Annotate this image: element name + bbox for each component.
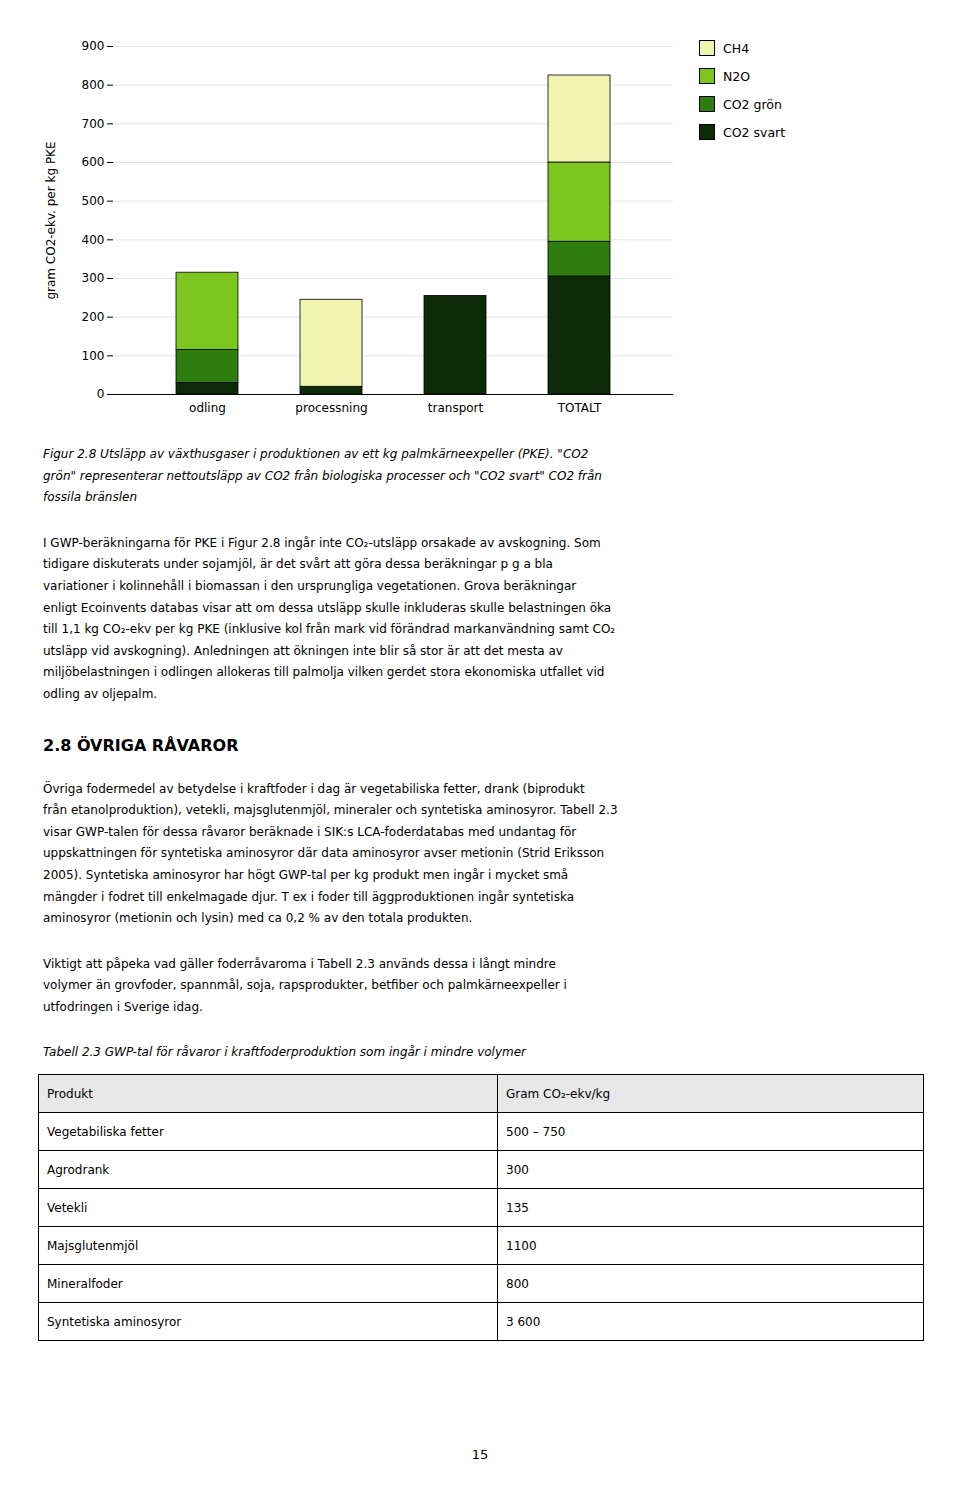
svg-text:200: 200 — [82, 310, 105, 324]
svg-text:0: 0 — [97, 387, 105, 401]
html-text:135: 135 — [506, 1200, 529, 1215]
svg-text:300: 300 — [82, 271, 105, 285]
html-text:Figur 2.8 Utsläpp av växthusga: Figur 2.8 Utsläpp av växthusgaser i prod… — [43, 447, 589, 461]
svg-text:400: 400 — [82, 233, 105, 247]
html-text:Majsglutenmjöl: Majsglutenmjöl — [47, 1238, 139, 1253]
svg-text:100: 100 — [82, 349, 105, 363]
html-text:från etanolproduktion), vetekl: från etanolproduktion), vetekli, majsglu… — [43, 803, 618, 818]
svg-text:processning: processning — [295, 401, 367, 415]
html-text:uppskattningen för syntetiska: uppskattningen för syntetiska aminosyror… — [43, 846, 605, 861]
html-text:2005). Syntetiska aminosyror h: 2005). Syntetiska aminosyror har högt GW… — [43, 867, 569, 882]
html-text:800: 800 — [506, 1276, 529, 1291]
html-text:300: 300 — [506, 1162, 529, 1177]
html-text:miljöbelastningen i odlingen a: miljöbelastningen i odlingen allokeras t… — [43, 665, 605, 680]
html-text:visar GWP-talen för dessa råva: visar GWP-talen för dessa råvaror beräkn… — [43, 824, 577, 839]
html-text:500 – 750: 500 – 750 — [506, 1124, 566, 1139]
html-text:Vetekli: Vetekli — [47, 1200, 88, 1215]
svg-text:TOTALT: TOTALT — [557, 401, 602, 415]
html-text:utfodringen i Sverige idag.: utfodringen i Sverige idag. — [43, 999, 203, 1014]
html-text:15: 15 — [471, 1447, 489, 1462]
html-text:2.8 ÖVRIGA RÅVAROR: 2.8 ÖVRIGA RÅVAROR — [43, 735, 239, 755]
html-text:aminosyror (metionin och lysin: aminosyror (metionin och lysin) med ca 0… — [43, 911, 473, 926]
html-text:N2O: N2O — [723, 68, 751, 84]
html-text:mängder i fodret till enkelmag: mängder i fodret till enkelmagade djur. … — [43, 889, 574, 904]
html-text:enligt Ecoinvents databas visa: enligt Ecoinvents databas visar att om d… — [43, 600, 612, 615]
html-text:3 600: 3 600 — [506, 1314, 541, 1329]
html-text:variationer i kolinnehåll i bi: variationer i kolinnehåll i biomassan i … — [43, 579, 577, 593]
svg-text:500: 500 — [82, 194, 105, 208]
html-text:Produkt: Produkt — [47, 1086, 93, 1101]
html-text:till 1,1 kg CO₂-ekv per kg PKE: till 1,1 kg CO₂-ekv per kg PKE (inklusiv… — [43, 622, 616, 637]
html-text:volymer än grovfoder, spannmål: volymer än grovfoder, spannmål, soja, ra… — [43, 978, 567, 993]
svg-text:700: 700 — [82, 117, 105, 131]
html-text:tidigare diskuterats under soj: tidigare diskuterats under sojamjöl, är … — [43, 557, 553, 572]
html-text:odling av oljepalm.: odling av oljepalm. — [43, 686, 158, 701]
html-text:Viktigt att påpeka vad gäller: Viktigt att påpeka vad gäller foderråvar… — [43, 956, 556, 971]
html-text:CO2 svart: CO2 svart — [723, 124, 786, 140]
html-text:Agrodrank: Agrodrank — [47, 1162, 110, 1177]
html-text:I GWP-beräkningarna för PKE i: I GWP-beräkningarna för PKE i Figur 2.8 … — [43, 535, 601, 550]
svg-text:transport: transport — [428, 401, 484, 415]
html-text:CO2 grön: CO2 grön — [723, 96, 782, 112]
html-text:Mineralfoder: Mineralfoder — [47, 1276, 123, 1291]
html-text:grön" representerar nettoutslä: grön" representerar nettoutsläpp av CO2 … — [43, 468, 602, 483]
html-text:utsläpp vid avskogning). Anled: utsläpp vid avskogning). Anledningen att… — [43, 643, 563, 658]
svg-text:gram CO2-ekv. per kg PKE: gram CO2-ekv. per kg PKE — [44, 141, 58, 299]
html-text:fossila bränslen: fossila bränslen — [43, 490, 137, 505]
html-text:CH4: CH4 — [723, 40, 750, 56]
svg-text:900: 900 — [82, 39, 105, 53]
html-text:Syntetiska aminosyror: Syntetiska aminosyror — [47, 1314, 182, 1329]
html-text:Tabell 2.3 GWP-tal för råvaror: Tabell 2.3 GWP-tal för råvaror i kraftfo… — [43, 1045, 526, 1060]
svg-text:600: 600 — [82, 155, 105, 169]
html-text:Gram CO₂-ekv/kg: Gram CO₂-ekv/kg — [506, 1086, 611, 1101]
html-text:Vegetabiliska fetter: Vegetabiliska fetter — [47, 1124, 164, 1139]
svg-text:odling: odling — [189, 401, 226, 415]
svg-text:800: 800 — [82, 78, 105, 92]
html-text:Övriga fodermedel av betydelse: Övriga fodermedel av betydelse i kraftfo… — [43, 781, 585, 796]
html-text:1100: 1100 — [506, 1238, 537, 1253]
